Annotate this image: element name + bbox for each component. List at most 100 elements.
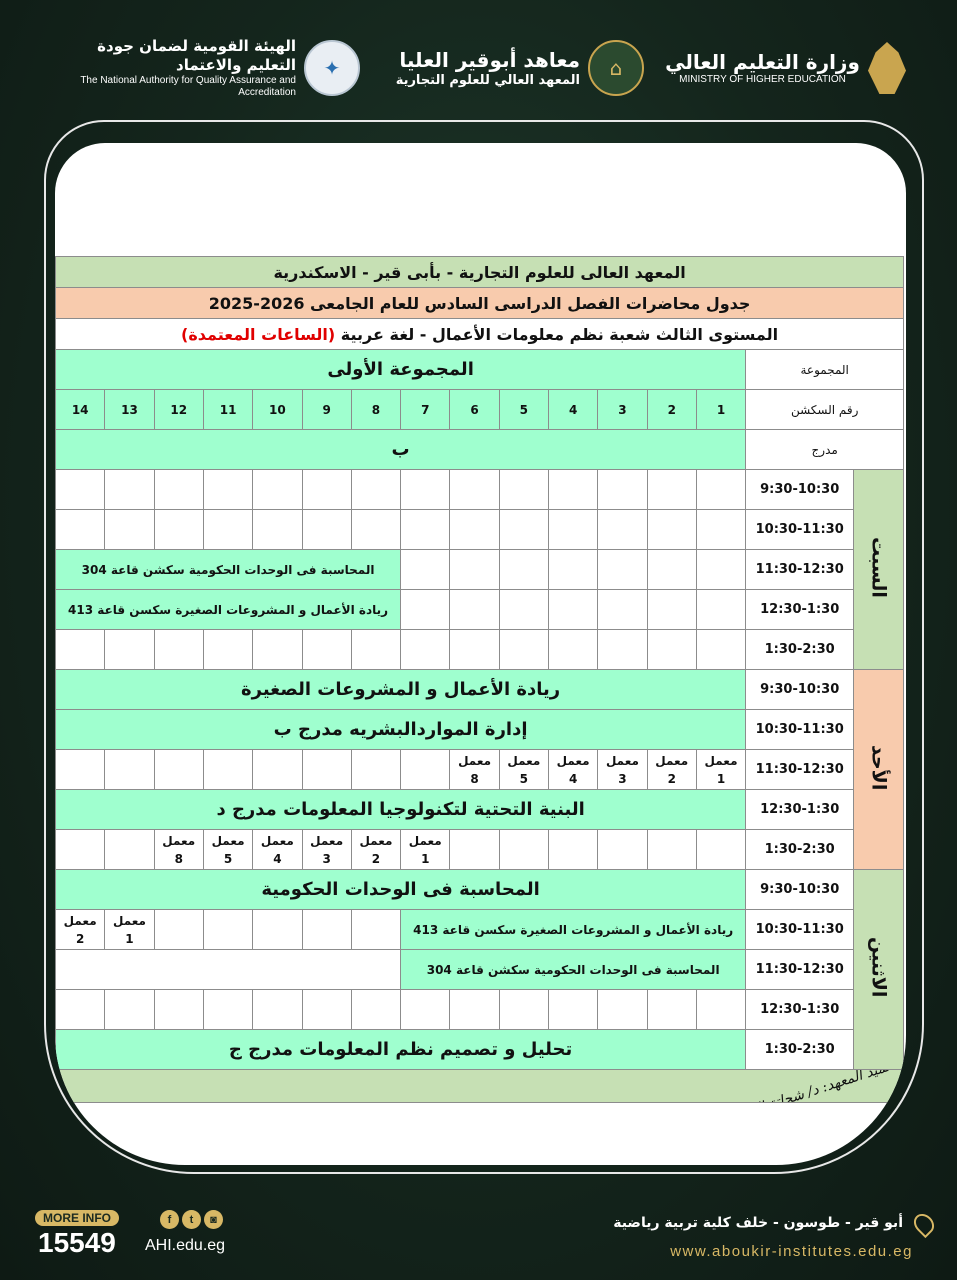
section-number: 14	[55, 389, 106, 430]
empty-cell	[55, 509, 106, 550]
empty-cell	[695, 589, 747, 630]
day-cell: الاثنين	[853, 869, 905, 1070]
empty-cell	[597, 509, 648, 550]
address: أبو قير - طوسون - خلف كلية تربية رياضية	[613, 1215, 903, 1231]
schedule-table: المعهد العالى للعلوم التجارية - بأبى قير…	[55, 256, 905, 1103]
empty-cell	[646, 549, 697, 590]
empty-cell	[498, 989, 550, 1030]
empty-cell	[597, 469, 648, 510]
empty-cell	[153, 629, 204, 670]
site-short-link[interactable]: AHI.edu.eg	[145, 1237, 226, 1254]
empty-cell	[597, 589, 648, 630]
schedule-row: 10:30-11:30 ريادة الأعمال و المشروعات الص…	[55, 909, 904, 950]
lab-number: 2	[371, 851, 381, 866]
schedule-row: 11:30-12:30 المحاسبة فى الوحدات الحكومية …	[55, 549, 904, 590]
empty-cell	[449, 629, 500, 670]
empty-cell	[55, 629, 106, 670]
section-number: 8	[350, 389, 402, 430]
empty-cell	[400, 629, 451, 670]
empty-cell	[449, 829, 500, 870]
empty-cell	[350, 629, 402, 670]
lab-number: 1	[125, 931, 134, 946]
instagram-icon[interactable]: ◙	[204, 1210, 223, 1229]
institute-logo: معاهد أبوقير العليا المعهد العالي للعلوم…	[380, 32, 645, 104]
lab-number: 8	[174, 851, 183, 866]
empty-cell	[597, 989, 648, 1030]
empty-cell	[547, 509, 599, 550]
empty-cell	[252, 509, 303, 550]
course-cell: ريادة الأعمال و المشروعات الصغيرة سكسن ق…	[400, 909, 747, 950]
time-slot: 1:30-2:30	[745, 1029, 855, 1070]
empty-cell	[202, 629, 254, 670]
section-number: 10	[252, 389, 303, 430]
course-cell: إدارة المواردالبشريه مدرج ب	[55, 709, 747, 750]
lab-number: 2	[75, 931, 85, 946]
empty-cell	[400, 749, 451, 790]
lab-label: معمل	[507, 753, 541, 768]
empty-cell	[55, 469, 106, 510]
empty-cell	[400, 589, 451, 630]
empty-cell	[498, 509, 550, 550]
empty-cell	[695, 989, 747, 1030]
empty-cell	[498, 829, 550, 870]
credit-hours-note: (الساعات المعتمدة)	[181, 324, 336, 344]
day-name: الاثنين	[867, 937, 890, 998]
empty-cell	[252, 989, 303, 1030]
section-number: 6	[449, 389, 500, 430]
hotline-number: 15549	[38, 1227, 116, 1258]
schedule-row: 12:30-1:30	[55, 989, 904, 1030]
empty-cell	[252, 909, 303, 950]
empty-cell	[449, 589, 500, 630]
schedule-card: المعهد العالى للعلوم التجارية - بأبى قير…	[55, 143, 906, 1165]
institute-name: معاهد أبوقير العليا	[399, 47, 580, 72]
schedule-row: 11:30-12:30 معمل 1 معمل 2 معمل 3 معمل 4 معمل 5 معمل…	[55, 749, 904, 790]
schedule-row: 1:30-2:30 معمل 1 معمل 2 معمل 3 معمل 4 معمل 5 معمل 8	[55, 829, 904, 870]
empty-cell	[301, 469, 352, 510]
empty-cell	[449, 549, 500, 590]
facebook-icon[interactable]: f	[160, 1210, 179, 1229]
empty-cell	[252, 749, 303, 790]
schedule-row: الاثنين 9:30-10:30 المحاسبة فى الوحدات الح…	[55, 869, 905, 1070]
empty-cell	[695, 629, 747, 670]
empty-cell	[153, 749, 204, 790]
empty-cell	[547, 549, 599, 590]
empty-cell	[202, 469, 254, 510]
empty-cell	[646, 469, 697, 510]
lab-cell: معمل 5	[202, 829, 254, 870]
empty-cell	[55, 829, 106, 870]
lab-cell: معمل 2	[55, 909, 106, 950]
section-number: 1	[695, 389, 747, 430]
empty-cell	[498, 589, 550, 630]
section-number: 4	[547, 389, 599, 430]
lab-cell: معمل 4	[547, 749, 599, 790]
empty-cell	[350, 909, 402, 950]
eagle-emblem-icon	[868, 42, 906, 94]
course-cell: تحليل و تصميم نظم المعلومات مدرج ج	[55, 1029, 747, 1070]
empty-cell	[646, 989, 697, 1030]
empty-cell	[202, 509, 254, 550]
empty-cell	[498, 549, 550, 590]
empty-cell	[104, 749, 155, 790]
empty-cell	[646, 829, 697, 870]
lab-number: 5	[223, 851, 233, 866]
empty-cell	[104, 509, 155, 550]
empty-cell	[449, 989, 500, 1030]
lab-cell: معمل 1	[695, 749, 747, 790]
hall-label: مدرج	[745, 429, 905, 470]
lab-number: 2	[667, 771, 676, 786]
course-cell: ريادة الأعمال و المشروعات الصغيرة سكسن ق…	[55, 589, 402, 630]
lab-number: 1	[716, 771, 726, 786]
empty-cell	[449, 509, 500, 550]
twitter-icon[interactable]: t	[182, 1210, 201, 1229]
website-link[interactable]: www.aboukir-institutes.edu.eg	[670, 1243, 913, 1260]
lab-number: 3	[322, 851, 331, 866]
course-cell: المحاسبة فى الوحدات الحكومية سكشن قاعة 3…	[55, 549, 402, 590]
empty-cell	[646, 589, 697, 630]
time-slot: 10:30-11:30	[745, 909, 855, 950]
lab-label: معمل	[556, 753, 590, 768]
empty-cell	[153, 469, 204, 510]
empty-cell	[301, 629, 352, 670]
section-label: رقم السكشن	[745, 389, 905, 430]
empty-cell	[498, 629, 550, 670]
lab-label: معمل	[63, 913, 97, 928]
